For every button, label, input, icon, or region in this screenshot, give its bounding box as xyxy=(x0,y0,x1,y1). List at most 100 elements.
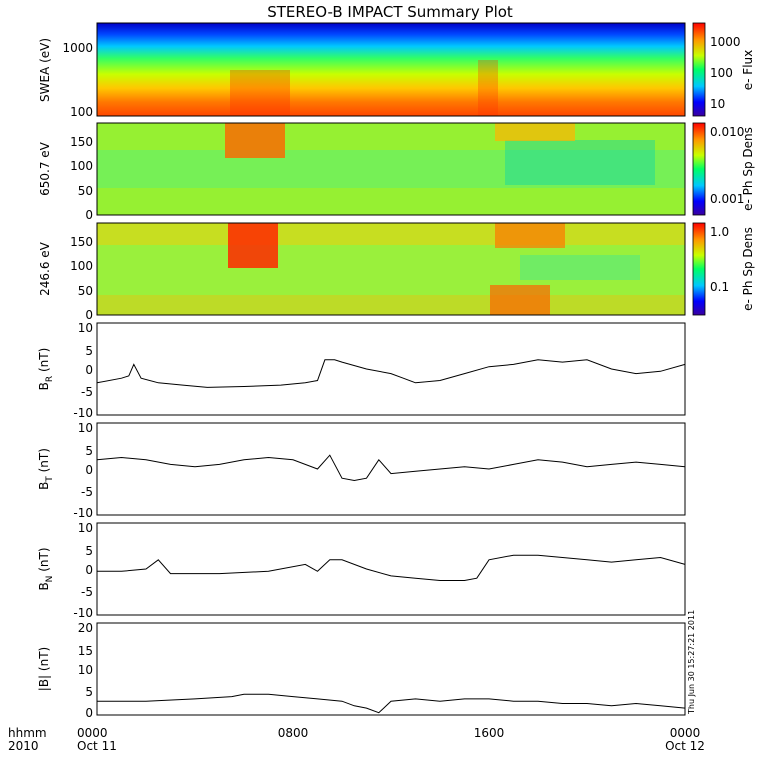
generation-timestamp: Thu Jun 30 15:27:21 2011 xyxy=(687,610,696,715)
br-series-line xyxy=(96,359,686,388)
bn-series-line xyxy=(97,554,686,581)
bmag-frame xyxy=(96,622,686,716)
pad650-colorbar-tick: 0.001 xyxy=(710,192,744,206)
swea-ytick-label: 100 xyxy=(70,105,93,119)
pad650-colorbar-label: e- Ph Sp Dens xyxy=(741,127,755,211)
time-axis-tick-label: 1600 xyxy=(474,726,505,740)
br-ytick-label: 0 xyxy=(85,363,93,377)
bmag-ytick-label: 0 xyxy=(85,706,93,720)
bmag-series-line xyxy=(97,693,686,714)
bt-ytick-label: -10 xyxy=(73,506,93,520)
pad246-ytick-label: 0 xyxy=(85,308,93,322)
time-axis-corner-label: 2010 xyxy=(8,739,39,753)
pad246-ytick-label: 100 xyxy=(70,259,93,273)
pad246-colorbar xyxy=(692,222,706,316)
br-ylabel-main: B xyxy=(37,382,51,390)
pad650-ytick-label: 0 xyxy=(85,208,93,222)
swea-colorbar-tick: 1000 xyxy=(710,35,741,49)
bn-ytick-label: 10 xyxy=(78,521,93,535)
bn-ytick-label: -5 xyxy=(81,585,93,599)
time-axis-tick-label: 0800 xyxy=(278,726,309,740)
swea-colorbar xyxy=(692,22,706,117)
pad246-frame xyxy=(96,222,686,316)
bn-ytick-label: 5 xyxy=(85,544,93,558)
panel-br: BR (nT) 10 5 0 -5 -10 xyxy=(37,321,686,420)
time-axis: hhmm 2010 0000 Oct 11 0800 1600 0000 Oct… xyxy=(8,726,705,753)
bn-ytick-label: 0 xyxy=(85,563,93,577)
pad650-colorbar xyxy=(692,122,706,216)
pad246-spectrogram xyxy=(97,223,685,315)
pad650-ytick-label: 50 xyxy=(78,184,93,198)
bt-ylabel-main: B xyxy=(37,482,51,490)
pad650-region xyxy=(495,123,575,141)
bmag-ytick-label: 20 xyxy=(78,621,93,635)
br-frame xyxy=(96,322,686,416)
swea-colorbar-label: e- Flux xyxy=(741,50,755,90)
swea-colorbar-tick: 100 xyxy=(710,66,733,80)
pad246-colorbar-tick: 0.1 xyxy=(710,280,729,294)
panel-bt: BT (nT) 10 5 0 -5 -10 xyxy=(37,421,686,520)
bt-ytick-label: 10 xyxy=(78,421,93,435)
bt-ylabel-unit: (nT) xyxy=(37,448,51,476)
bn-ylabel-subscript: N xyxy=(45,576,55,583)
swea-frame xyxy=(96,22,686,117)
pad246-colorbar-label: e- Ph Sp Dens xyxy=(741,227,755,311)
pad650-ytick-label: 150 xyxy=(70,135,93,149)
pad650-region xyxy=(97,150,685,188)
pad246-ylabel: 246.6 eV xyxy=(38,241,52,296)
pad650-region xyxy=(225,123,285,158)
swea-spectrogram xyxy=(97,23,685,116)
bn-frame xyxy=(96,522,686,616)
pad650-colorbar-tick: 0.010 xyxy=(710,125,744,139)
bn-ytick-label: -10 xyxy=(73,606,93,620)
pad246-colorbar-tick: 1.0 xyxy=(710,225,729,239)
panel-bn: BN (nT) 10 5 0 -5 -10 xyxy=(37,521,686,620)
bt-ytick-label: 0 xyxy=(85,463,93,477)
swea-colorbar-tick: 10 xyxy=(710,97,725,111)
br-ytick-label: -10 xyxy=(73,406,93,420)
swea-ytick-label: 1000 xyxy=(62,41,93,55)
panel-pad-650: 650.7 eV 150 100 50 0 0.010 0.001 e- Ph … xyxy=(38,122,755,222)
pad246-region xyxy=(490,285,550,315)
bt-frame xyxy=(96,422,686,516)
time-axis-corner-label: hhmm xyxy=(8,726,47,740)
br-ylabel: BR (nT) xyxy=(37,348,55,391)
panel-bmag: |B| (nT) 20 15 10 5 0 Thu Jun 30 15:27:2… xyxy=(37,610,696,720)
panel-pad-246: 246.6 eV 150 100 50 0 1.0 0.1 e- Ph Sp D… xyxy=(38,222,755,322)
time-axis-tick-label: 0000 xyxy=(670,726,701,740)
plot-title: STEREO-B IMPACT Summary Plot xyxy=(267,3,513,21)
br-ylabel-subscript: R xyxy=(45,376,55,382)
pad650-spectrogram xyxy=(97,123,685,215)
swea-ylabel: SWEA (eV) xyxy=(38,38,52,102)
time-axis-date-label: Oct 12 xyxy=(665,739,705,753)
bmag-ytick-label: 15 xyxy=(78,644,93,658)
pad246-region xyxy=(520,255,640,280)
bt-ytick-label: 5 xyxy=(85,444,93,458)
swea-flux-enhancement xyxy=(230,70,290,116)
pad650-frame xyxy=(96,122,686,216)
pad650-ylabel: 650.7 eV xyxy=(38,141,52,196)
pad650-ytick-label: 100 xyxy=(70,159,93,173)
bt-ytick-label: -5 xyxy=(81,485,93,499)
panel-swea: SWEA (eV) 1000 100 1000 100 10 e- Flux xyxy=(38,22,755,119)
pad246-ytick-label: 50 xyxy=(78,284,93,298)
time-axis-tick-label: 0000 xyxy=(77,726,108,740)
bt-ylabel: BT (nT) xyxy=(37,448,55,490)
pad246-region xyxy=(97,223,685,245)
br-ylabel-unit: (nT) xyxy=(37,348,51,376)
br-ytick-label: 5 xyxy=(85,344,93,358)
bn-ylabel: BN (nT) xyxy=(37,547,55,590)
time-axis-date-label: Oct 11 xyxy=(77,739,117,753)
bn-ylabel-main: B xyxy=(37,582,51,590)
bmag-ylabel: |B| (nT) xyxy=(37,647,51,691)
br-ytick-label: -5 xyxy=(81,385,93,399)
swea-flux-enhancement xyxy=(478,60,498,116)
bt-series-line xyxy=(96,454,686,482)
pad246-region xyxy=(97,295,685,315)
bn-ylabel-unit: (nT) xyxy=(37,547,51,575)
bmag-ytick-label: 5 xyxy=(85,685,93,699)
pad650-region xyxy=(505,140,655,185)
pad246-ytick-label: 150 xyxy=(70,235,93,249)
bt-ylabel-subscript: T xyxy=(45,476,55,483)
